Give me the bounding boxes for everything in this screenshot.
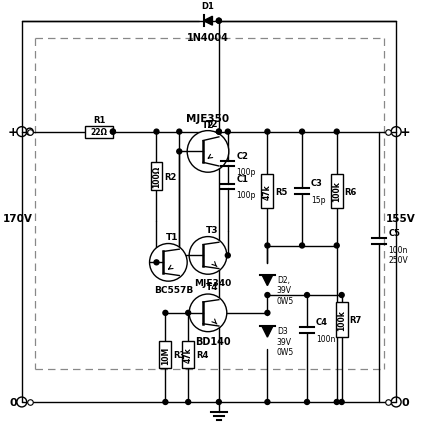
Text: R2: R2 <box>165 172 177 181</box>
Text: 10M: 10M <box>161 345 170 364</box>
Polygon shape <box>262 275 273 286</box>
Text: R5: R5 <box>275 187 288 196</box>
Text: C1: C1 <box>236 174 248 183</box>
Circle shape <box>265 130 270 135</box>
Circle shape <box>177 150 182 155</box>
Circle shape <box>111 130 115 135</box>
Circle shape <box>225 130 230 135</box>
Text: C3: C3 <box>311 178 323 187</box>
Circle shape <box>305 293 309 298</box>
Circle shape <box>187 131 229 173</box>
Circle shape <box>225 253 230 258</box>
Bar <box>336 303 348 337</box>
Circle shape <box>177 130 182 135</box>
Text: 47k: 47k <box>184 347 193 363</box>
Circle shape <box>189 237 227 275</box>
Circle shape <box>339 400 344 405</box>
Circle shape <box>216 19 222 24</box>
Bar <box>85 127 113 138</box>
Text: T3: T3 <box>206 225 218 234</box>
Polygon shape <box>262 326 273 337</box>
Circle shape <box>154 260 159 265</box>
Circle shape <box>334 130 339 135</box>
Circle shape <box>300 243 305 248</box>
Circle shape <box>154 130 159 135</box>
Text: C5: C5 <box>388 228 400 237</box>
Bar <box>262 174 273 209</box>
Circle shape <box>111 130 115 135</box>
Text: 22Ω: 22Ω <box>91 128 108 137</box>
Circle shape <box>339 293 344 298</box>
Text: MJE350: MJE350 <box>187 113 230 124</box>
Text: C2: C2 <box>236 152 248 161</box>
Text: 155V: 155V <box>386 213 416 223</box>
Text: 100n: 100n <box>316 334 335 343</box>
Text: 100p: 100p <box>236 190 256 199</box>
Circle shape <box>334 400 339 405</box>
Bar <box>151 163 162 190</box>
Text: 100k: 100k <box>337 310 346 331</box>
Text: R4: R4 <box>196 350 208 359</box>
Circle shape <box>265 243 270 248</box>
Text: T4: T4 <box>206 282 218 291</box>
Circle shape <box>265 311 270 316</box>
Circle shape <box>189 294 227 332</box>
Circle shape <box>265 400 270 405</box>
Circle shape <box>216 130 222 135</box>
Circle shape <box>149 244 187 282</box>
Text: 0: 0 <box>9 397 17 407</box>
Text: R1: R1 <box>93 115 105 124</box>
Text: T1: T1 <box>166 232 179 241</box>
Text: BD140: BD140 <box>195 336 231 346</box>
Circle shape <box>300 130 305 135</box>
Bar <box>160 341 171 368</box>
Circle shape <box>163 311 168 316</box>
Text: +: + <box>8 126 18 139</box>
Text: R6: R6 <box>345 187 357 196</box>
Text: 170V: 170V <box>3 213 33 223</box>
Text: D2,
39V
0W5: D2, 39V 0W5 <box>277 275 294 305</box>
Circle shape <box>186 311 191 316</box>
Text: 100n
250V: 100n 250V <box>388 245 408 264</box>
Circle shape <box>186 400 191 405</box>
Text: BC557B: BC557B <box>154 285 193 294</box>
Circle shape <box>265 293 270 298</box>
Text: 15p: 15p <box>311 196 325 204</box>
Text: T2: T2 <box>206 119 218 128</box>
Text: 47k: 47k <box>263 184 272 199</box>
Text: C4: C4 <box>316 317 328 326</box>
Text: +: + <box>400 126 410 139</box>
Polygon shape <box>203 17 212 26</box>
Text: MJE340: MJE340 <box>194 279 232 288</box>
Text: D1: D1 <box>202 2 214 11</box>
Circle shape <box>216 19 222 24</box>
Circle shape <box>334 243 339 248</box>
Circle shape <box>305 400 309 405</box>
Circle shape <box>216 400 222 405</box>
Text: 0: 0 <box>401 397 409 407</box>
Text: 100p: 100p <box>236 167 256 176</box>
Text: T2: T2 <box>202 121 214 130</box>
Circle shape <box>216 130 222 135</box>
Circle shape <box>163 400 168 405</box>
Bar <box>182 341 194 368</box>
Text: 100k: 100k <box>332 181 341 202</box>
Text: 1N4004: 1N4004 <box>187 32 229 43</box>
Text: R7: R7 <box>349 316 362 325</box>
Bar <box>331 174 343 209</box>
Text: D3
39V
0W5: D3 39V 0W5 <box>277 326 294 356</box>
Text: R3: R3 <box>173 350 186 359</box>
Text: 100Ω: 100Ω <box>152 166 161 188</box>
